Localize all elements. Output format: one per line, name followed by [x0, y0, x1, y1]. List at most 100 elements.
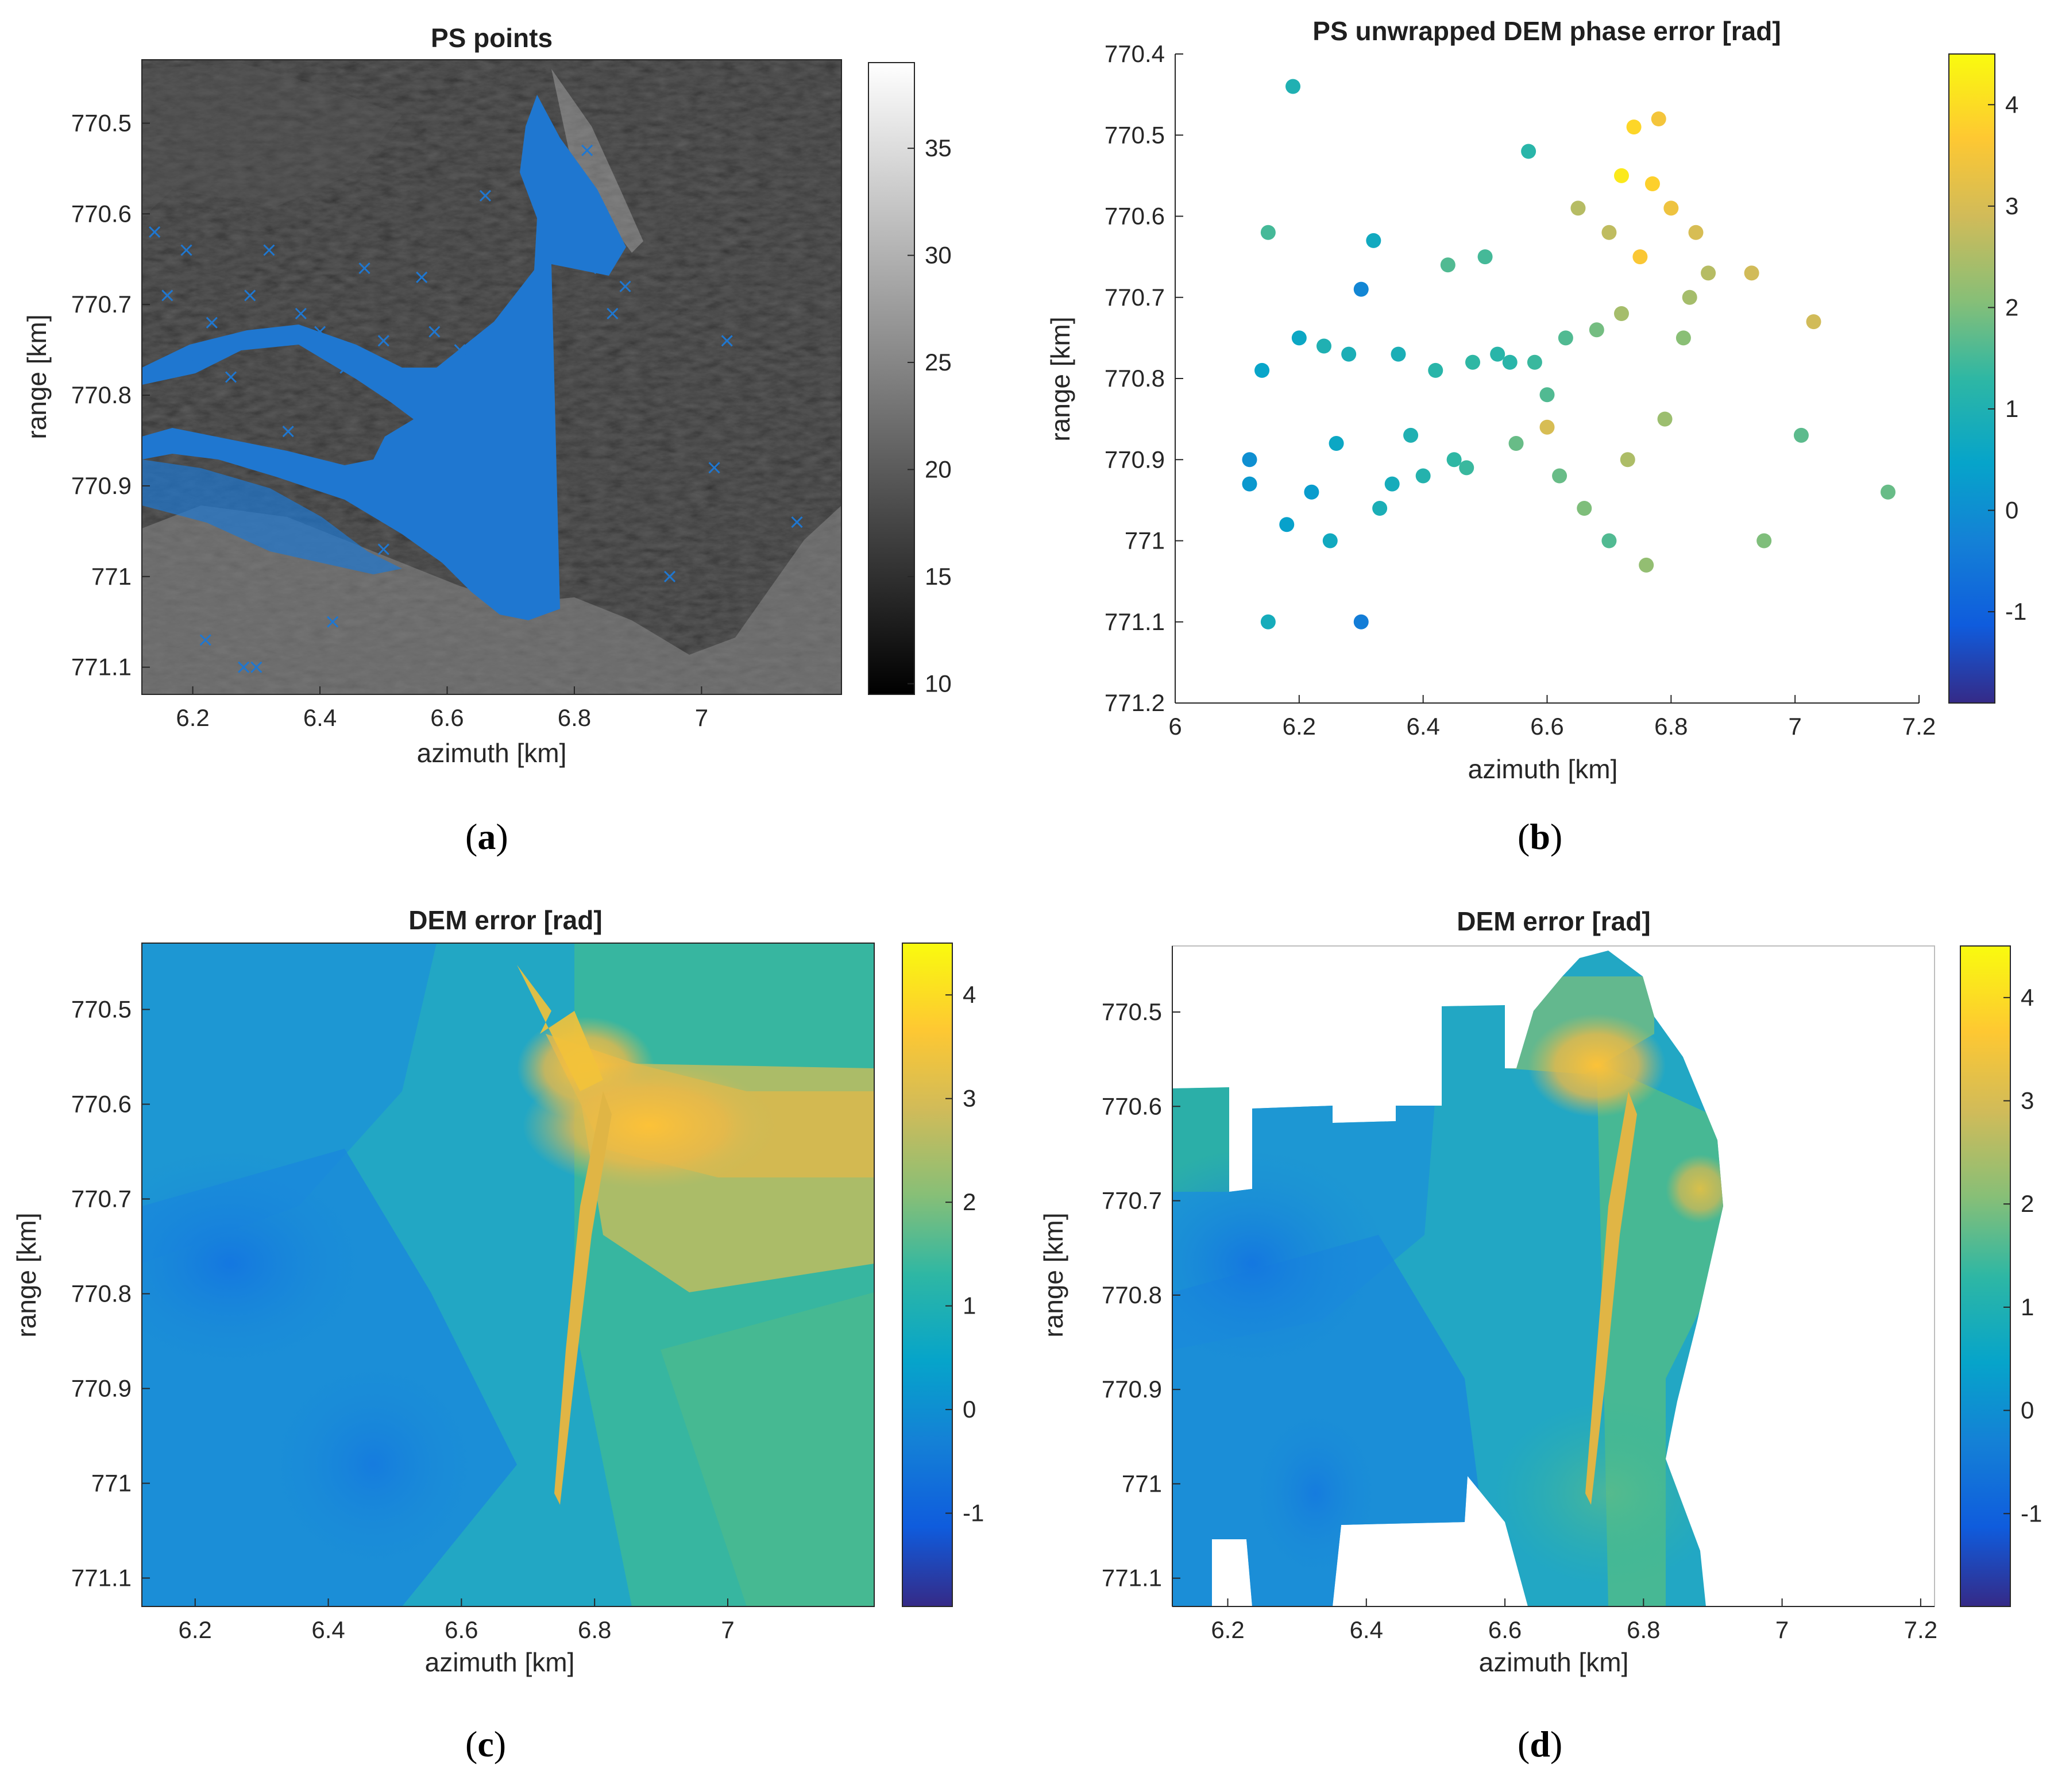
panel-a-ylabel: range [km] [22, 314, 52, 439]
ps-point-marker [250, 661, 262, 673]
ps-phase-error-point [1254, 362, 1270, 378]
panel-c-title: DEM error [rad] [408, 905, 602, 935]
panel-d-xtick-label: 6.4 [1350, 1616, 1383, 1643]
panel-b-ticks: 6 6.2 6.4 6.6 6.8 7 7.2 770.4 770.5 770.6 770.7 770… [1105, 40, 1936, 740]
panel-c: DEM error [rad] 6.2 6.4 6.6 6.8 7 770.5 770.6 7… [11, 905, 984, 1677]
ps-phase-error-point [1521, 144, 1536, 159]
panel-c-ytick-label: 770.5 [71, 996, 132, 1023]
ps-point-marker [549, 144, 561, 156]
panel-b-ytick-label: 770.4 [1105, 40, 1165, 67]
ps-phase-error-point [1558, 330, 1573, 346]
panel-b-xtick-label: 6.4 [1406, 713, 1439, 740]
ps-phase-error-point [1279, 517, 1295, 532]
ps-point-marker [149, 226, 161, 238]
panel-c-colorbar-tick-label: 3 [963, 1085, 976, 1112]
panel-c-axes-box [141, 943, 875, 1607]
ps-phase-error-point [1682, 289, 1697, 305]
panel-d-ytick-label: 771.1 [1102, 1565, 1162, 1592]
panel-d-xtick-label: 6.8 [1627, 1616, 1660, 1643]
ps-point-marker [791, 516, 803, 528]
ps-point-marker [377, 335, 389, 347]
ps-point-marker [155, 434, 167, 447]
panel-c-colorbar-tick-label: 2 [963, 1188, 976, 1215]
panel-b-title: PS unwrapped DEM phase error [rad] [1312, 16, 1781, 46]
ps-phase-error-point [1353, 281, 1369, 297]
panel-a-colorbar-tick-label: 25 [925, 349, 952, 376]
panel-b-ytick-label: 771 [1125, 527, 1165, 554]
panel-b-colorbar [1948, 53, 1995, 704]
panel-b-xtick-label: 6 [1168, 713, 1182, 740]
ps-phase-error-point [1366, 233, 1381, 248]
panel-b-ylabel: range [km] [1045, 316, 1075, 441]
panel-b-xtick-label: 6.8 [1654, 713, 1688, 740]
ps-phase-error-point [1322, 533, 1338, 549]
ps-point-marker [454, 344, 466, 356]
panel-c-xtick-label: 7 [721, 1616, 734, 1643]
panel-c-ytick-label: 770.7 [71, 1185, 132, 1212]
panel-a-xtick-label: 6.4 [303, 704, 337, 731]
ps-phase-error-point [1391, 346, 1406, 362]
panel-b-ytick-label: 771.1 [1105, 608, 1165, 635]
ps-phase-error-point [1508, 436, 1524, 451]
ps-phase-error-point [1620, 452, 1635, 468]
panel-b-colorbar-tick-label: 4 [2005, 91, 2018, 118]
ps-point-marker [416, 271, 428, 283]
ps-phase-error-point [1465, 354, 1480, 370]
panel-c-ytick-label: 771.1 [71, 1565, 132, 1592]
panel-a-plot-area [142, 60, 841, 694]
ps-phase-error-point [1502, 354, 1518, 370]
panel-c-xtick-label: 6.8 [578, 1616, 611, 1643]
ps-phase-error-point [1601, 225, 1617, 240]
panel-d-colorbar-ticks: -1 0 1 2 3 4 [2003, 984, 2042, 1527]
panel-d-heatmap [1172, 951, 1723, 1606]
panel-c-colorbar-tick-label: -1 [963, 1500, 984, 1527]
panel-b-scatter-markers [1242, 79, 1896, 629]
ps-point-marker [594, 262, 606, 275]
ps-phase-error-point [1663, 200, 1679, 216]
panel-c-heatmap [142, 943, 874, 1606]
panel-d-colorbar [1960, 945, 2011, 1607]
panel-d-colorbar-tick-label: 4 [2021, 984, 2034, 1011]
panel-b-xtick-label: 6.2 [1283, 713, 1316, 740]
ps-phase-error-point [1651, 111, 1666, 126]
panel-a-ytick-label: 770.8 [71, 381, 132, 408]
panel-c-ytick-label: 770.6 [71, 1091, 132, 1118]
ps-point-marker [238, 661, 250, 673]
ps-phase-error-point [1601, 533, 1617, 549]
panel-d-ytick-label: 770.5 [1102, 998, 1162, 1025]
panel-b-xtick-label: 7 [1788, 713, 1801, 740]
ps-phase-error-point [1260, 614, 1276, 629]
ps-phase-error-point [1644, 176, 1660, 191]
ps-point-marker [530, 153, 542, 165]
ps-point-marker [377, 543, 389, 555]
ps-point-marker [428, 326, 441, 338]
ps-point-marker [263, 244, 275, 256]
ps-point-marker [180, 244, 192, 256]
panel-c-xtick-label: 6.2 [179, 1616, 212, 1643]
panel-c-colorbar-tick-label: 4 [963, 981, 976, 1008]
ps-phase-error-point [1353, 614, 1369, 629]
panel-a-ytick-label: 770.5 [71, 110, 132, 137]
panel-c-colorbar-tick-label: 0 [963, 1396, 976, 1423]
panel-d-xlabel: azimuth [km] [1479, 1647, 1629, 1677]
panel-b: PS unwrapped DEM phase error [rad] 6 6.2 6… [1045, 16, 2026, 784]
ps-point-marker [479, 190, 491, 202]
ps-phase-error-point [1552, 468, 1567, 484]
panel-c-ytick-label: 770.9 [71, 1375, 132, 1402]
ps-phase-error-point [1329, 436, 1344, 451]
panel-a-colorbar-tick-label: 20 [925, 455, 952, 482]
ps-point-marker [663, 570, 676, 582]
panel-d-xtick-label: 7.2 [1904, 1616, 1937, 1643]
ps-phase-error-point [1626, 119, 1642, 135]
panel-d-ticks: 6.2 6.4 6.6 6.8 7 7.2 770.5 770.6 770.7 770.8 770.… [1102, 998, 1937, 1643]
ps-phase-error-point [1490, 346, 1505, 362]
panel-b-xtick-label: 6.6 [1530, 713, 1563, 740]
panel-a-colorbar-tick-label: 15 [925, 563, 952, 590]
panel-a-ytick-label: 771.1 [71, 654, 132, 681]
ps-point-marker [187, 353, 199, 365]
ps-phase-error-point [1242, 476, 1257, 492]
panel-c-ytick-label: 770.8 [71, 1280, 132, 1307]
panel-a-ticks: 6.2 6.4 6.6 6.8 7 770.5 770.6 770.7 770.8 770.9 77… [71, 110, 708, 732]
ps-point-marker [619, 280, 631, 292]
